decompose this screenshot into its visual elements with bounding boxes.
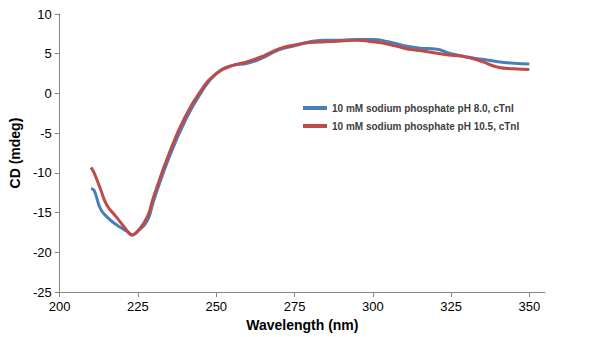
svg-text:200: 200 — [49, 299, 71, 314]
svg-text:-25: -25 — [33, 285, 52, 300]
svg-text:5: 5 — [44, 46, 51, 61]
svg-text:250: 250 — [205, 299, 227, 314]
svg-text:10 mM sodium phosphate pH 10.5: 10 mM sodium phosphate pH 10.5, cTnI — [332, 121, 519, 132]
svg-text:225: 225 — [127, 299, 149, 314]
svg-text:-10: -10 — [33, 165, 52, 180]
svg-text:325: 325 — [440, 299, 462, 314]
svg-text:0: 0 — [44, 86, 51, 101]
svg-text:300: 300 — [362, 299, 384, 314]
svg-text:-15: -15 — [33, 205, 52, 220]
svg-text:10: 10 — [37, 7, 51, 22]
svg-text:-20: -20 — [33, 245, 52, 260]
svg-text:Wavelength (nm): Wavelength (nm) — [246, 317, 358, 333]
svg-text:350: 350 — [518, 299, 540, 314]
svg-text:10 mM sodium phosphate pH 8.0,: 10 mM sodium phosphate pH 8.0, cTnI — [332, 103, 514, 114]
svg-text:CD (mdeg): CD (mdeg) — [7, 118, 23, 189]
svg-text:-5: -5 — [40, 126, 52, 141]
svg-text:275: 275 — [284, 299, 306, 314]
